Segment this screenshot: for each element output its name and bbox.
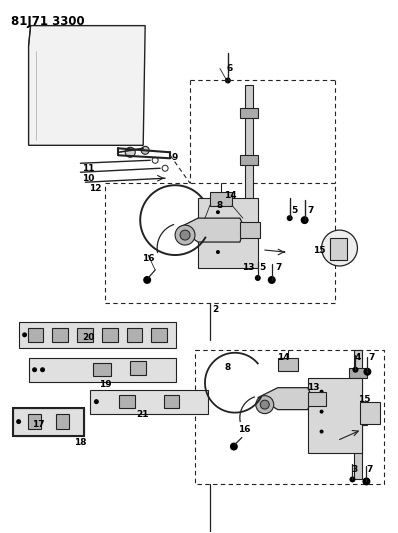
Text: 7: 7 <box>307 206 314 215</box>
Bar <box>19 322 176 348</box>
Bar <box>361 402 380 424</box>
Bar <box>210 192 232 206</box>
Polygon shape <box>178 218 245 242</box>
Text: 8: 8 <box>225 363 231 372</box>
Text: 15: 15 <box>358 395 371 404</box>
Bar <box>53 328 68 342</box>
Circle shape <box>320 430 324 433</box>
Bar <box>130 361 146 375</box>
Circle shape <box>143 276 151 284</box>
Text: 18: 18 <box>74 438 87 447</box>
Bar <box>94 363 111 376</box>
Text: 21: 21 <box>136 410 148 419</box>
Circle shape <box>175 225 195 245</box>
Circle shape <box>141 147 149 154</box>
Text: 81J71 3300: 81J71 3300 <box>11 15 84 28</box>
Circle shape <box>16 419 21 424</box>
Text: 5: 5 <box>259 263 266 272</box>
Circle shape <box>300 216 308 224</box>
Bar <box>308 378 363 453</box>
Circle shape <box>94 399 99 404</box>
Text: 19: 19 <box>99 380 112 389</box>
Circle shape <box>225 77 231 84</box>
Text: 16: 16 <box>142 254 154 263</box>
Text: 9: 9 <box>172 153 178 162</box>
Bar <box>240 108 258 118</box>
Circle shape <box>255 275 261 281</box>
Bar <box>240 155 258 165</box>
Bar <box>27 328 43 342</box>
Bar <box>127 328 142 342</box>
Text: 14: 14 <box>277 353 290 362</box>
Circle shape <box>363 478 371 486</box>
Circle shape <box>216 210 220 214</box>
Circle shape <box>180 230 190 240</box>
Bar <box>90 390 208 414</box>
Circle shape <box>322 230 357 266</box>
Bar <box>355 350 363 480</box>
Circle shape <box>216 250 220 254</box>
Circle shape <box>353 367 359 373</box>
Text: 3: 3 <box>351 465 357 474</box>
Circle shape <box>287 215 293 221</box>
Text: 4: 4 <box>354 353 361 362</box>
Bar <box>119 395 135 408</box>
Bar <box>278 358 298 371</box>
Bar <box>151 328 167 342</box>
Text: 17: 17 <box>32 420 45 429</box>
Bar <box>102 328 117 342</box>
Circle shape <box>32 367 37 372</box>
Circle shape <box>40 367 45 372</box>
Circle shape <box>256 395 274 414</box>
Text: 7: 7 <box>366 465 373 474</box>
Polygon shape <box>29 26 145 146</box>
Bar <box>164 395 179 408</box>
Bar <box>13 408 84 435</box>
Text: 5: 5 <box>292 206 298 215</box>
Circle shape <box>349 477 355 482</box>
Bar <box>77 328 93 342</box>
Text: 16: 16 <box>238 425 250 434</box>
Text: 15: 15 <box>313 246 326 255</box>
Circle shape <box>320 410 324 414</box>
Text: 20: 20 <box>82 333 95 342</box>
Circle shape <box>268 276 276 284</box>
Bar <box>195 350 384 484</box>
Bar <box>349 415 367 425</box>
Text: 14: 14 <box>224 191 236 200</box>
Circle shape <box>162 165 168 171</box>
Text: 6: 6 <box>227 64 233 73</box>
Bar <box>330 238 347 260</box>
Text: 12: 12 <box>89 184 101 193</box>
Text: 8: 8 <box>217 200 223 209</box>
Text: 11: 11 <box>82 164 95 173</box>
Text: 13: 13 <box>307 383 320 392</box>
Bar <box>240 222 260 238</box>
Circle shape <box>230 442 238 450</box>
Circle shape <box>125 147 135 157</box>
Circle shape <box>216 230 220 234</box>
Bar <box>13 408 84 435</box>
Circle shape <box>363 368 371 376</box>
Bar <box>105 183 335 303</box>
Text: 2: 2 <box>212 305 218 314</box>
Bar <box>28 414 41 429</box>
Bar <box>56 414 69 429</box>
Polygon shape <box>258 387 312 410</box>
Text: 7: 7 <box>368 353 375 362</box>
Bar <box>308 392 326 406</box>
Circle shape <box>320 390 324 394</box>
Circle shape <box>152 157 158 163</box>
Bar <box>198 198 258 268</box>
Text: 13: 13 <box>242 263 254 272</box>
Circle shape <box>22 333 27 337</box>
Bar <box>349 368 367 378</box>
Bar <box>29 358 176 382</box>
Text: 7: 7 <box>275 263 282 272</box>
Bar <box>245 85 253 215</box>
Circle shape <box>260 400 269 409</box>
Text: 10: 10 <box>82 174 95 183</box>
